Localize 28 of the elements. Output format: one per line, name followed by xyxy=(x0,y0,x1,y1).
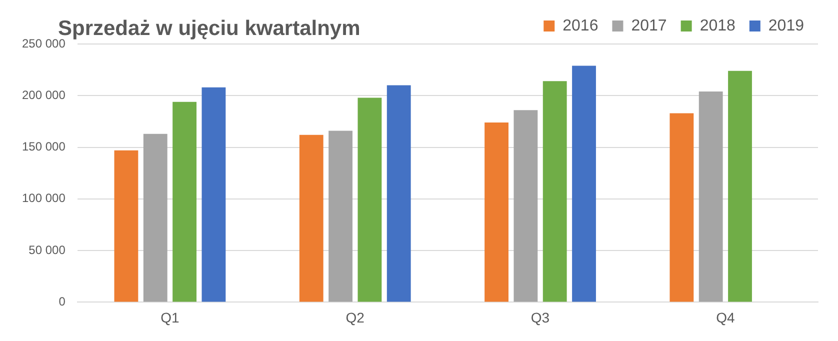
bar xyxy=(572,66,596,302)
bar xyxy=(542,81,567,302)
y-tick-label: 200 000 xyxy=(22,88,66,102)
y-tick-label: 50 000 xyxy=(28,242,66,257)
legend-label: 2016 xyxy=(562,17,598,34)
bar xyxy=(114,150,138,302)
legend-label: 2018 xyxy=(700,17,736,34)
bar xyxy=(670,113,694,302)
y-tick-label: 0 xyxy=(58,294,66,309)
bar xyxy=(514,110,538,302)
legend-label: 2017 xyxy=(631,17,667,34)
x-tick-label: Q1 xyxy=(160,309,180,326)
legend-label: 2019 xyxy=(768,17,804,34)
bar xyxy=(358,98,382,302)
bar xyxy=(728,70,752,302)
x-tick-label: Q3 xyxy=(530,309,550,326)
bar xyxy=(299,134,324,302)
y-tick-label: 100 000 xyxy=(22,191,66,206)
x-tick-label: Q4 xyxy=(716,309,735,326)
bar xyxy=(698,92,723,302)
bar xyxy=(143,134,168,302)
bar xyxy=(328,130,352,302)
x-tick-label: Q2 xyxy=(346,309,365,326)
bar xyxy=(202,87,226,302)
y-tick-label: 150 000 xyxy=(22,140,66,154)
bar xyxy=(386,85,411,302)
bar xyxy=(484,122,508,302)
bar xyxy=(172,102,196,302)
